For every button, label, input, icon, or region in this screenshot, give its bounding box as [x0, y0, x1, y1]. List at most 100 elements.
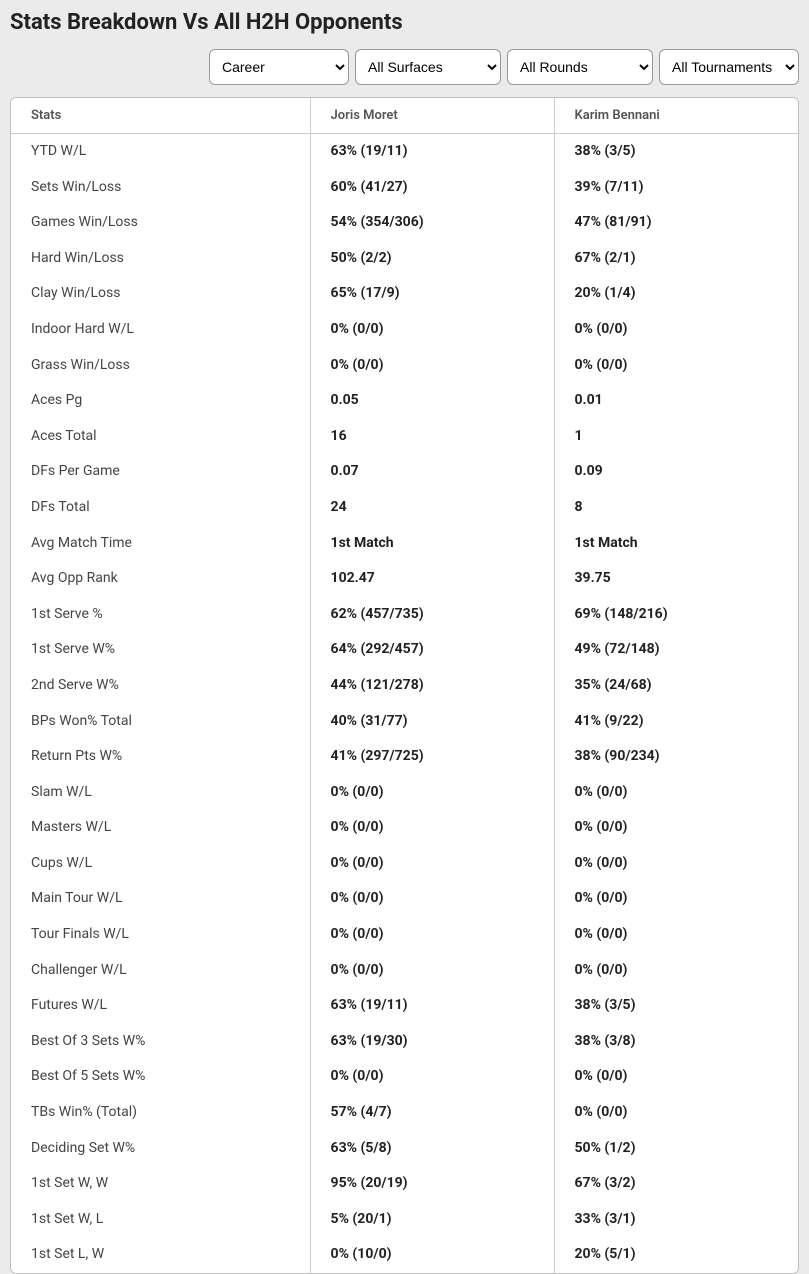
player1-value: 63% (19/11): [310, 988, 554, 1024]
player1-value: 63% (5/8): [310, 1131, 554, 1167]
stat-label: 1st Serve %: [11, 597, 310, 633]
player2-value: 69% (148/216): [554, 597, 798, 633]
stat-label: Indoor Hard W/L: [11, 312, 310, 348]
stat-label: Aces Total: [11, 419, 310, 455]
table-row: 1st Set W, L5% (20/1)33% (3/1): [11, 1202, 798, 1238]
col-header-player1: Joris Moret: [310, 98, 554, 134]
player2-value: 0% (0/0): [554, 1059, 798, 1095]
stat-label: Sets Win/Loss: [11, 170, 310, 206]
player1-value: 5% (20/1): [310, 1202, 554, 1238]
player2-value: 38% (3/5): [554, 134, 798, 170]
player2-value: 67% (2/1): [554, 241, 798, 277]
player2-value: 39% (7/11): [554, 170, 798, 206]
table-row: Main Tour W/L0% (0/0)0% (0/0): [11, 881, 798, 917]
table-row: Grass Win/Loss0% (0/0)0% (0/0): [11, 348, 798, 384]
player2-value: 38% (90/234): [554, 739, 798, 775]
player2-value: 8: [554, 490, 798, 526]
player2-value: 33% (3/1): [554, 1202, 798, 1238]
stat-label: Tour Finals W/L: [11, 917, 310, 953]
player2-value: 1st Match: [554, 526, 798, 562]
table-row: Best Of 3 Sets W%63% (19/30)38% (3/8): [11, 1024, 798, 1060]
player1-value: 16: [310, 419, 554, 455]
table-row: 1st Serve W%64% (292/457)49% (72/148): [11, 632, 798, 668]
player2-value: 50% (1/2): [554, 1131, 798, 1167]
filter-bar: Career All Surfaces All Rounds All Tourn…: [10, 49, 799, 85]
stat-label: Best Of 3 Sets W%: [11, 1024, 310, 1060]
player1-value: 0% (0/0): [310, 953, 554, 989]
stat-label: 2nd Serve W%: [11, 668, 310, 704]
player1-value: 0.05: [310, 383, 554, 419]
table-row: Cups W/L0% (0/0)0% (0/0): [11, 846, 798, 882]
stat-label: Hard Win/Loss: [11, 241, 310, 277]
player1-value: 0% (0/0): [310, 810, 554, 846]
table-row: Deciding Set W%63% (5/8)50% (1/2): [11, 1131, 798, 1167]
surface-select[interactable]: All Surfaces: [355, 49, 501, 85]
page-title: Stats Breakdown Vs All H2H Opponents: [10, 10, 799, 35]
player2-value: 0% (0/0): [554, 846, 798, 882]
player2-value: 20% (1/4): [554, 276, 798, 312]
table-row: Challenger W/L0% (0/0)0% (0/0): [11, 953, 798, 989]
player1-value: 95% (20/19): [310, 1166, 554, 1202]
player2-value: 35% (24/68): [554, 668, 798, 704]
player1-value: 63% (19/11): [310, 134, 554, 170]
col-header-stats: Stats: [11, 98, 310, 134]
table-row: Slam W/L0% (0/0)0% (0/0): [11, 775, 798, 811]
stat-label: Challenger W/L: [11, 953, 310, 989]
table-row: Indoor Hard W/L0% (0/0)0% (0/0): [11, 312, 798, 348]
player2-value: 0% (0/0): [554, 312, 798, 348]
table-row: TBs Win% (Total)57% (4/7)0% (0/0): [11, 1095, 798, 1131]
player2-value: 0.09: [554, 454, 798, 490]
table-row: Futures W/L63% (19/11)38% (3/5): [11, 988, 798, 1024]
player1-value: 41% (297/725): [310, 739, 554, 775]
table-row: 1st Set W, W95% (20/19)67% (3/2): [11, 1166, 798, 1202]
table-row: Games Win/Loss54% (354/306)47% (81/91): [11, 205, 798, 241]
player1-value: 50% (2/2): [310, 241, 554, 277]
player1-value: 57% (4/7): [310, 1095, 554, 1131]
player2-value: 47% (81/91): [554, 205, 798, 241]
col-header-player2: Karim Bennani: [554, 98, 798, 134]
table-row: Best Of 5 Sets W%0% (0/0)0% (0/0): [11, 1059, 798, 1095]
player2-value: 1: [554, 419, 798, 455]
stat-label: Aces Pg: [11, 383, 310, 419]
table-row: Return Pts W%41% (297/725)38% (90/234): [11, 739, 798, 775]
player2-value: 0% (0/0): [554, 810, 798, 846]
stat-label: 1st Set W, W: [11, 1166, 310, 1202]
stat-label: Deciding Set W%: [11, 1131, 310, 1167]
round-select[interactable]: All Rounds: [507, 49, 653, 85]
player2-value: 0% (0/0): [554, 775, 798, 811]
player1-value: 54% (354/306): [310, 205, 554, 241]
stat-label: Games Win/Loss: [11, 205, 310, 241]
player1-value: 0% (0/0): [310, 846, 554, 882]
tournament-select[interactable]: All Tournaments: [659, 49, 799, 85]
stat-label: YTD W/L: [11, 134, 310, 170]
stats-table-wrap: Stats Joris Moret Karim Bennani YTD W/L6…: [10, 97, 799, 1274]
player1-value: 0% (0/0): [310, 312, 554, 348]
table-row: YTD W/L63% (19/11)38% (3/5): [11, 134, 798, 170]
table-row: BPs Won% Total40% (31/77)41% (9/22): [11, 704, 798, 740]
player1-value: 62% (457/735): [310, 597, 554, 633]
player1-value: 0% (0/0): [310, 917, 554, 953]
stat-label: Main Tour W/L: [11, 881, 310, 917]
player2-value: 0% (0/0): [554, 348, 798, 384]
player1-value: 0% (0/0): [310, 775, 554, 811]
player1-value: 44% (121/278): [310, 668, 554, 704]
player2-value: 0% (0/0): [554, 1095, 798, 1131]
player1-value: 102.47: [310, 561, 554, 597]
player2-value: 38% (3/5): [554, 988, 798, 1024]
stat-label: Clay Win/Loss: [11, 276, 310, 312]
table-row: Aces Total161: [11, 419, 798, 455]
stat-label: BPs Won% Total: [11, 704, 310, 740]
table-row: Clay Win/Loss65% (17/9)20% (1/4): [11, 276, 798, 312]
stat-label: Grass Win/Loss: [11, 348, 310, 384]
player2-value: 38% (3/8): [554, 1024, 798, 1060]
table-row: Masters W/L0% (0/0)0% (0/0): [11, 810, 798, 846]
player1-value: 63% (19/30): [310, 1024, 554, 1060]
player2-value: 67% (3/2): [554, 1166, 798, 1202]
table-row: Avg Match Time1st Match1st Match: [11, 526, 798, 562]
player2-value: 20% (5/1): [554, 1237, 798, 1273]
period-select[interactable]: Career: [209, 49, 349, 85]
player1-value: 0% (0/0): [310, 881, 554, 917]
stat-label: Masters W/L: [11, 810, 310, 846]
table-row: Avg Opp Rank102.4739.75: [11, 561, 798, 597]
table-header-row: Stats Joris Moret Karim Bennani: [11, 98, 798, 134]
